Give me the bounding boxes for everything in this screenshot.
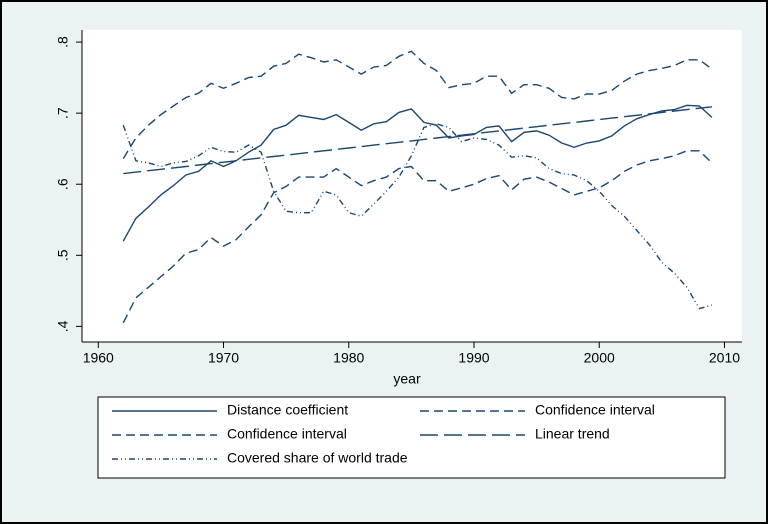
y-tick-label: .8 xyxy=(55,36,71,48)
series-line xyxy=(122,123,713,310)
legend-label: Distance coefficient xyxy=(227,402,348,418)
series-line xyxy=(122,150,713,324)
legend-label: Covered share of world trade xyxy=(227,450,408,466)
legend-label: Confidence interval xyxy=(227,426,347,442)
x-tick-label: 2000 xyxy=(584,350,615,366)
y-tick-label: .7 xyxy=(55,107,71,119)
x-tick-label: 1980 xyxy=(333,350,364,366)
x-tick-label: 2010 xyxy=(709,350,740,366)
x-tick-label: 1970 xyxy=(208,350,239,366)
x-tick-label: 1990 xyxy=(458,350,489,366)
series-line xyxy=(122,104,713,242)
legend-label: Confidence interval xyxy=(535,402,655,418)
plot-area xyxy=(82,30,742,342)
x-axis-label: year xyxy=(393,371,421,387)
y-tick-label: .5 xyxy=(55,249,71,261)
y-tick-label: .6 xyxy=(55,178,71,190)
series-line xyxy=(122,50,713,159)
x-tick-label: 1960 xyxy=(83,350,114,366)
legend-label: Linear trend xyxy=(535,426,610,442)
y-tick-label: .4 xyxy=(55,320,71,332)
